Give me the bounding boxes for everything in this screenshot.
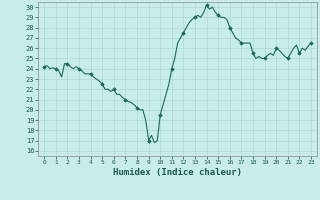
X-axis label: Humidex (Indice chaleur): Humidex (Indice chaleur) — [113, 168, 242, 177]
